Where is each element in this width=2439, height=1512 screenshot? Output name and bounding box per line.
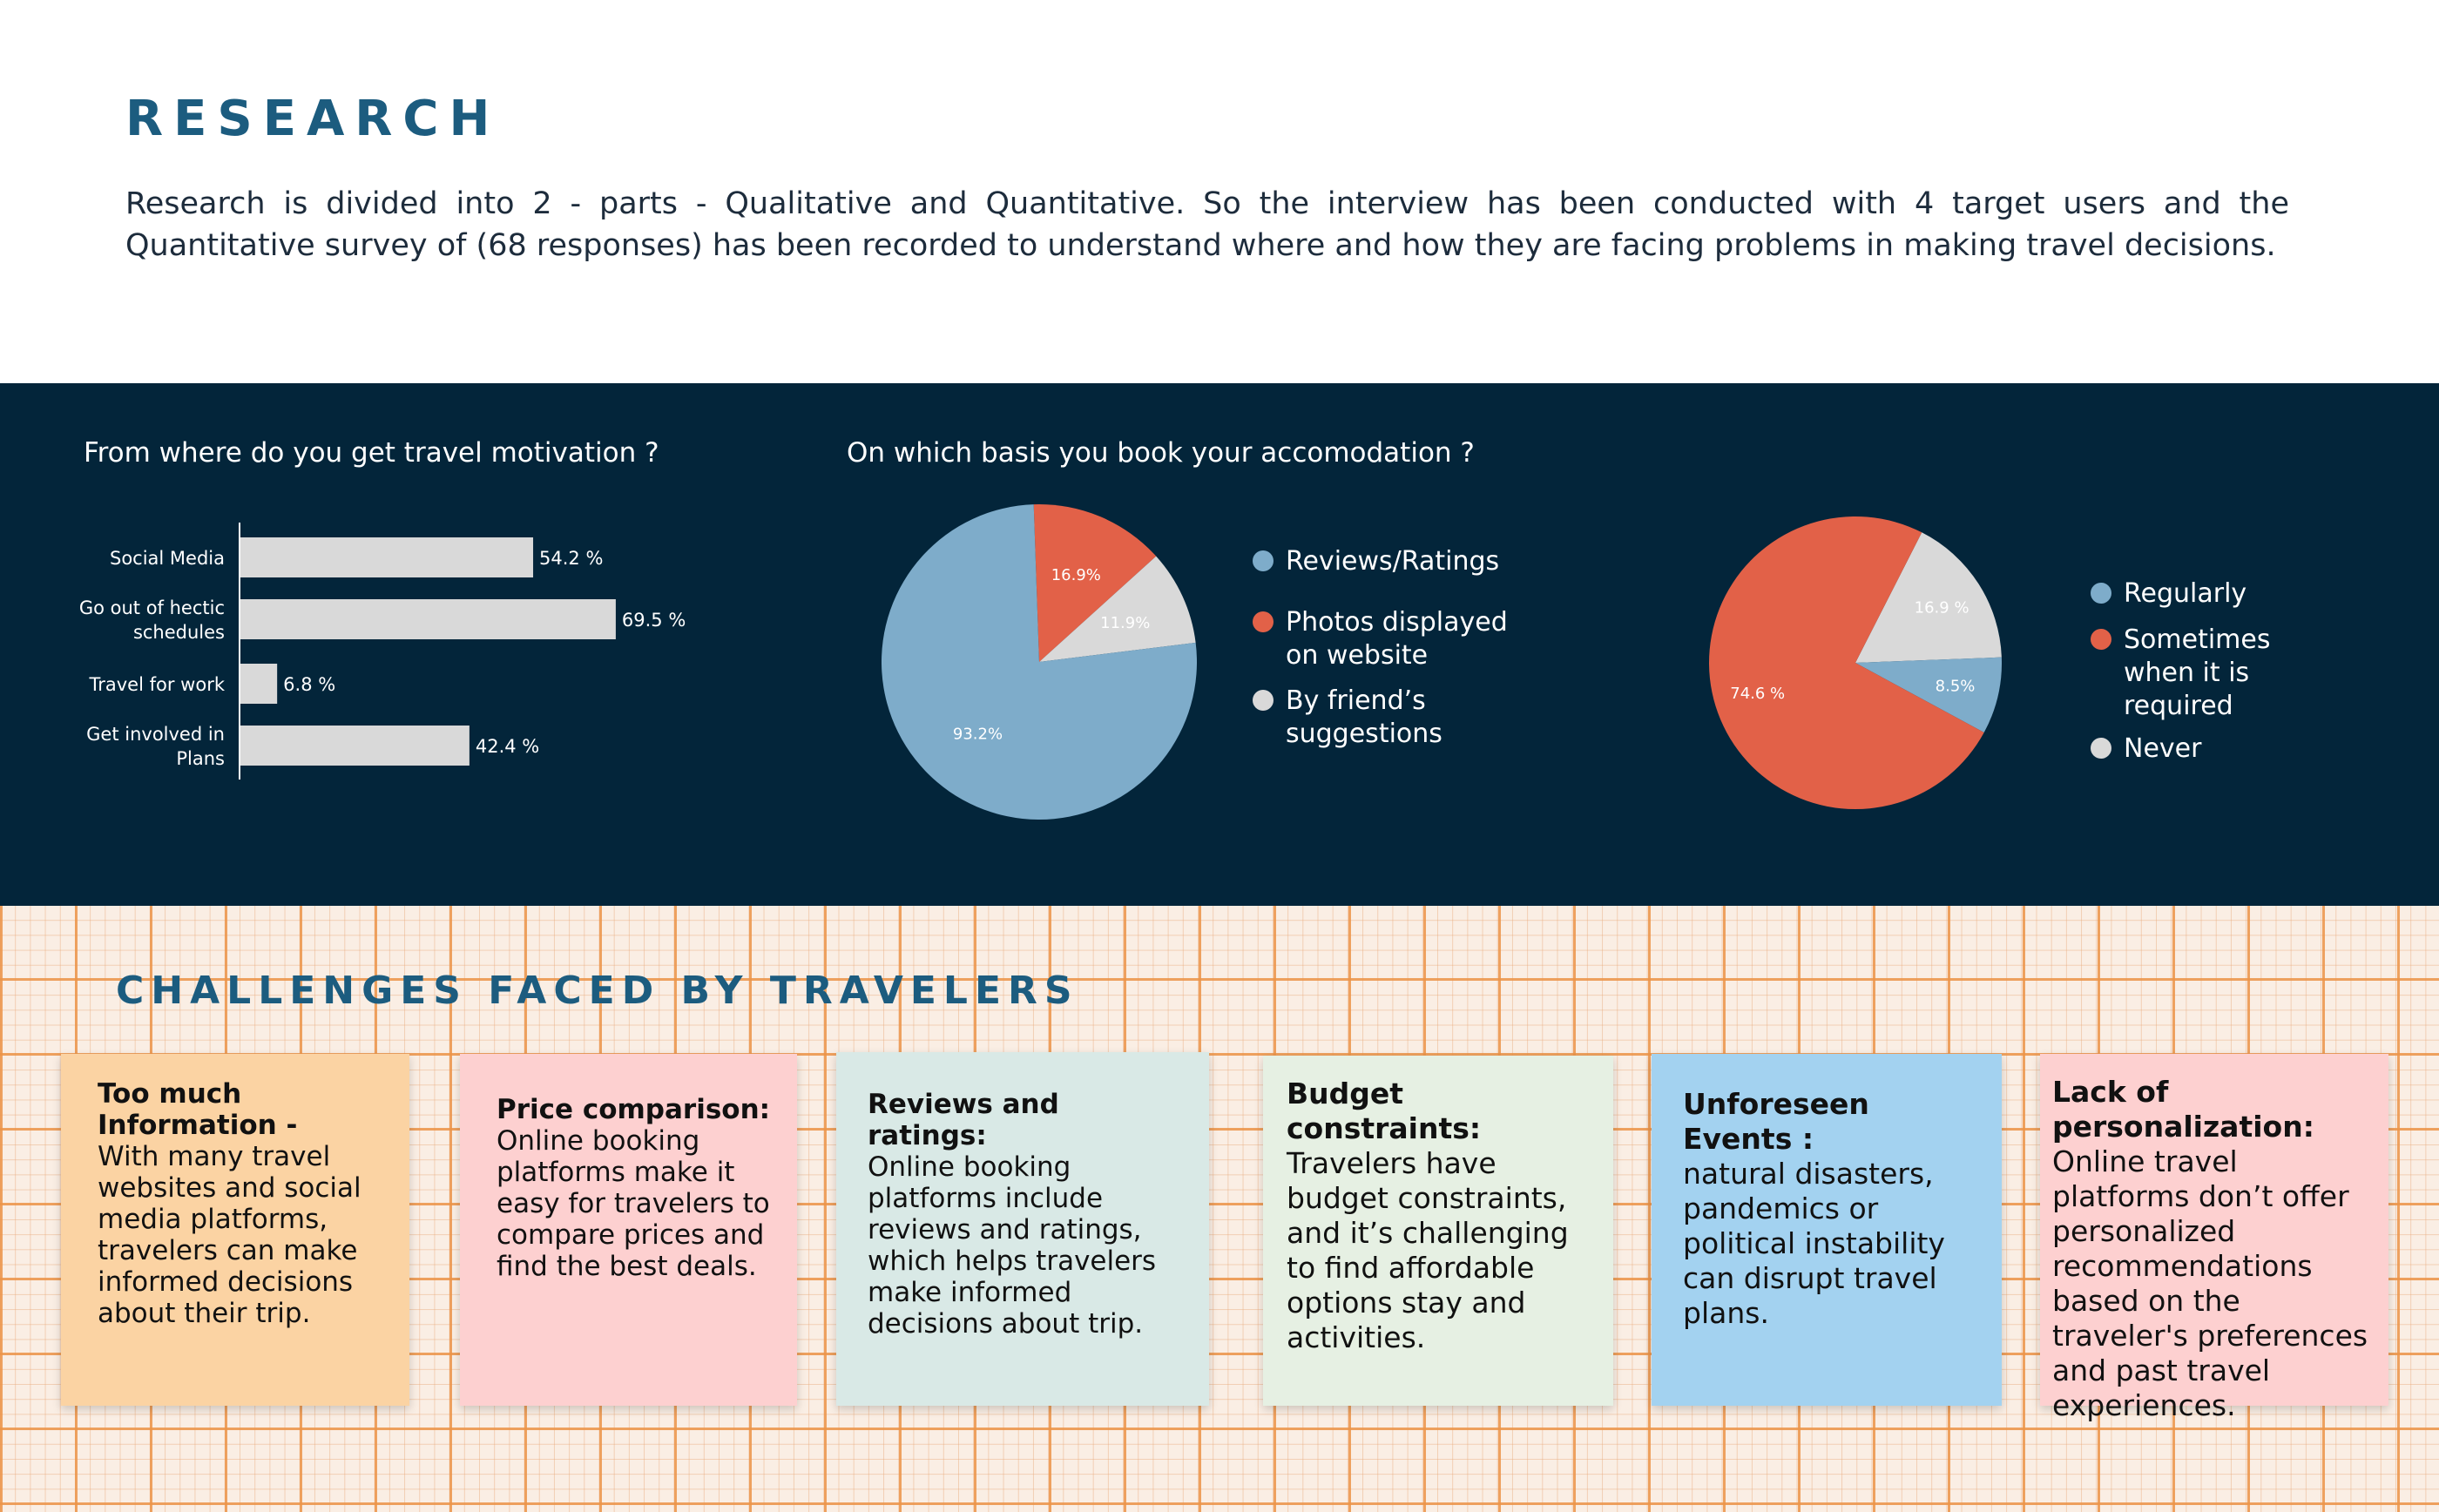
bar-category-label: Travel for work xyxy=(89,674,226,695)
pie-slice xyxy=(1855,532,2002,663)
research-title: RESEARCH xyxy=(125,91,501,147)
charts-canvas: 54.2 % Social Media 69.5 % Go out of hectic… xyxy=(79,504,2271,820)
challenges-title: CHALLENGES FACED BY TRAVELERS xyxy=(116,969,1079,1013)
legend-label: Sometimes when it is required xyxy=(2124,624,2271,721)
bar-category-label: Go out of hectic schedules xyxy=(79,597,225,643)
challenge-note-reviews: Reviews and ratings: Online booking plat… xyxy=(836,1052,1209,1406)
challenge-note-personalization: Lack of personalization: Online travel p… xyxy=(2040,1054,2388,1422)
challenge-note-price: Price comparison: Online booking platfor… xyxy=(460,1054,797,1406)
pie-value-label: 16.9 % xyxy=(1915,599,1969,618)
challenge-note-events: Unforeseen Events : natural disasters, p… xyxy=(1652,1054,2002,1406)
pie-slice xyxy=(882,504,1197,820)
note-title: Budget constraints: xyxy=(1287,1077,1482,1145)
note-body: Online booking platforms make it easy fo… xyxy=(497,1125,770,1282)
pie-value-label: 93.2% xyxy=(953,726,1003,744)
legend-marker xyxy=(1253,611,1274,632)
legend-label: Never xyxy=(2124,733,2202,764)
pie-slice xyxy=(1855,657,2002,733)
legend-label: By friend’s suggestions xyxy=(1286,685,1442,749)
legend-label: Photos displayed on website xyxy=(1286,607,1508,671)
bar-value-label: 54.2 % xyxy=(539,548,603,569)
note-body: Online travel platforms don’t offer pers… xyxy=(2052,1144,2368,1422)
pie-slice xyxy=(1039,556,1196,662)
research-description: Research is divided into 2 - parts - Qua… xyxy=(125,186,2289,263)
charts-band: 54.2 % Social Media 69.5 % Go out of hectic… xyxy=(0,383,2439,906)
pie-slice xyxy=(1709,516,1984,809)
pie-slice xyxy=(1033,504,1157,662)
note-title: Price comparison: xyxy=(497,1094,771,1125)
bar xyxy=(240,664,278,704)
note-body: Travelers have budget constraints, and i… xyxy=(1287,1146,1569,1354)
challenge-note-budget: Budget constraints: Travelers have budge… xyxy=(1263,1056,1613,1406)
pie-chart-1-title: On which basis you book your accomodatio… xyxy=(847,437,1475,469)
legend-marker xyxy=(1253,550,1274,571)
pie-value-label: 11.9% xyxy=(1100,614,1150,632)
note-body: Online booking platforms include reviews… xyxy=(868,1151,1157,1340)
challenge-note-info: Too much Information - With many travel … xyxy=(61,1054,409,1406)
bar-value-label: 69.5 % xyxy=(622,610,686,631)
bar-category-label: Get involved in Plans xyxy=(86,724,225,769)
note-body: natural disasters, pandemics or politica… xyxy=(1683,1157,1945,1330)
legend-marker xyxy=(1253,690,1274,711)
pie-value-label: 8.5% xyxy=(1936,678,1976,696)
bar xyxy=(240,726,470,766)
bar-chart-title: From where do you get travel motivation … xyxy=(84,437,659,469)
legend-marker xyxy=(2091,738,2111,759)
bar-value-label: 6.8 % xyxy=(283,674,335,695)
bar-value-label: 42.4 % xyxy=(476,736,539,757)
legend-label: Reviews/Ratings xyxy=(1286,546,1499,577)
note-body: With many travel websites and social med… xyxy=(98,1141,361,1329)
bar-category-label: Social Media xyxy=(110,548,225,569)
legend-label: Regularly xyxy=(2124,578,2246,609)
bar xyxy=(240,599,616,639)
legend-marker xyxy=(2091,583,2111,604)
note-title: Lack of personalization: xyxy=(2052,1075,2314,1144)
note-title: Too much Information - xyxy=(98,1078,298,1141)
pie-value-label: 16.9% xyxy=(1051,566,1101,584)
note-title: Reviews and ratings: xyxy=(868,1089,1059,1151)
note-title: Unforeseen Events : xyxy=(1683,1087,1869,1156)
legend-marker xyxy=(2091,629,2111,650)
bar xyxy=(240,537,534,577)
pie-value-label: 74.6 % xyxy=(1730,685,1785,703)
